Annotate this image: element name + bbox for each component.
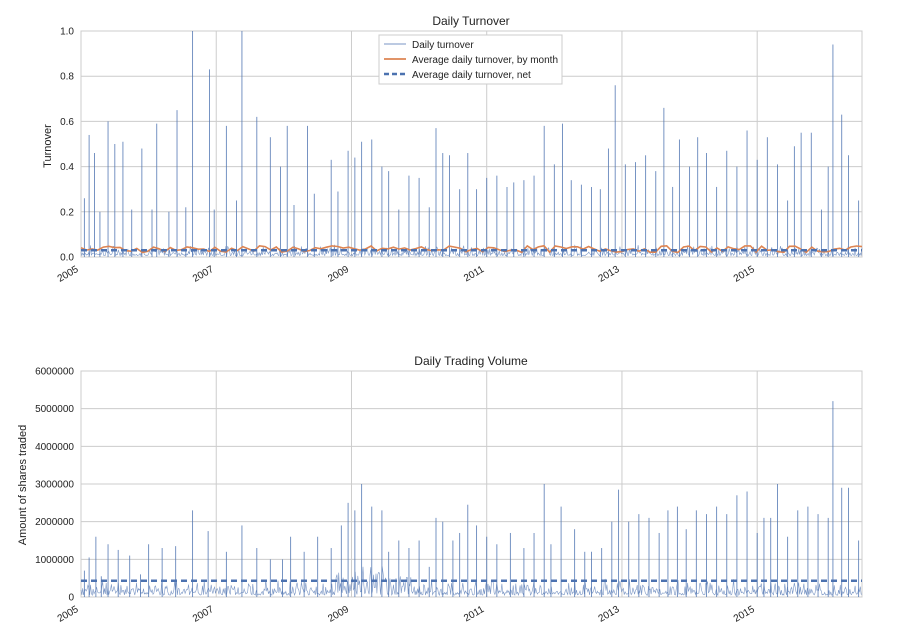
y-tick-label: 5000000 [35, 404, 74, 415]
volume-y-ticks: 0 1000000 2000000 3000000 4000000 5000000 6000… [35, 367, 74, 604]
y-tick-label: 6000000 [35, 367, 74, 378]
volume-x-ticks: 2005 2007 2009 2011 2013 2015 [56, 604, 757, 625]
volume-y-axis-label: Amount of shares traded [17, 425, 29, 545]
x-tick-label: 2011 [462, 264, 487, 284]
x-tick-label: 2015 [732, 604, 757, 625]
volume-chart: 0 1000000 2000000 3000000 4000000 5000000 6000… [17, 354, 863, 625]
y-tick-label: 4000000 [35, 442, 74, 453]
turnover-x-ticks: 2005 2007 2009 2011 2013 2015 [56, 264, 757, 285]
y-tick-label: 0.6 [60, 117, 74, 128]
x-tick-label: 2005 [56, 264, 81, 285]
turnover-daily-series [80, 31, 863, 257]
y-tick-label: 0.2 [60, 207, 74, 218]
y-tick-label: 0.8 [60, 72, 74, 83]
x-tick-label: 2013 [597, 604, 622, 625]
turnover-y-axis-label: Turnover [42, 124, 54, 168]
y-tick-label: 1.0 [60, 27, 74, 38]
legend-entry-monthly: Average daily turnover, by month [412, 55, 558, 66]
daily-noise-path [80, 244, 863, 257]
x-tick-label: 2009 [326, 604, 351, 625]
y-tick-label: 0.4 [60, 162, 74, 173]
turnover-legend: Daily turnover Average daily turnover, b… [378, 34, 563, 85]
turnover-title: Daily Turnover [432, 14, 509, 28]
legend-box [378, 34, 563, 85]
y-tick-label: 3000000 [35, 480, 74, 491]
x-tick-label: 2015 [732, 264, 757, 285]
daily-noise-path [80, 566, 863, 597]
x-tick-label: 2007 [191, 604, 216, 625]
turnover-y-ticks: 0.0 0.2 0.4 0.6 0.8 1.0 [60, 27, 74, 264]
x-tick-label: 2007 [191, 264, 216, 285]
y-tick-label: 2000000 [35, 517, 74, 528]
y-tick-label: 0 [68, 593, 74, 604]
legend-entry-daily: Daily turnover [412, 40, 474, 51]
legend-entry-net: Average daily turnover, net [412, 70, 531, 81]
y-tick-label: 1000000 [35, 555, 74, 566]
turnover-chart: 0.00.20.40.60.81.0 2005 2007 2009 2011 2013 2… [42, 14, 863, 285]
volume-grid [80, 370, 862, 598]
x-tick-label: 2005 [56, 604, 81, 625]
volume-daily-series [80, 401, 863, 597]
volume-title: Daily Trading Volume [414, 354, 528, 368]
x-tick-label: 2013 [597, 264, 622, 285]
x-tick-label: 2011 [462, 604, 487, 624]
y-tick-label: 0.0 [60, 253, 74, 264]
x-tick-label: 2009 [326, 264, 351, 285]
